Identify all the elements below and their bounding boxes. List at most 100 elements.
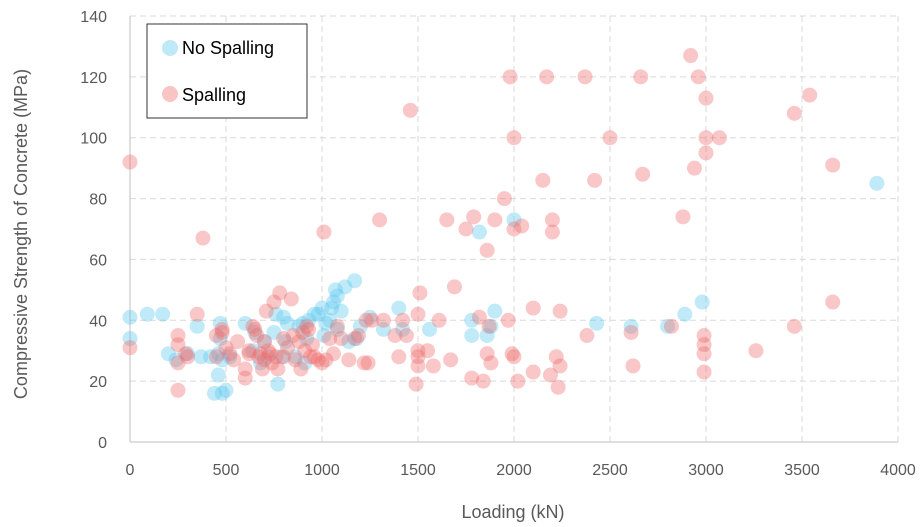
- point-no-spalling: [155, 306, 171, 322]
- point-no-spalling: [222, 349, 238, 365]
- point-spalling: [350, 328, 366, 343]
- point-no-spalling: [247, 324, 263, 340]
- point-spalling: [241, 343, 257, 359]
- point-no-spalling: [329, 288, 345, 304]
- point-no-spalling: [677, 306, 693, 322]
- point-spalling: [283, 291, 299, 307]
- point-no-spalling: [160, 346, 176, 362]
- point-spalling: [698, 130, 714, 146]
- point-no-spalling: [270, 376, 286, 392]
- point-spalling: [295, 324, 311, 340]
- point-spalling: [698, 90, 714, 106]
- x-tick-label: 1500: [400, 462, 436, 479]
- point-no-spalling: [193, 349, 209, 365]
- point-spalling: [264, 355, 280, 371]
- point-no-spalling: [391, 300, 407, 316]
- point-spalling: [548, 349, 564, 365]
- point-spalling: [510, 373, 526, 389]
- point-spalling: [487, 212, 503, 228]
- point-spalling: [333, 331, 349, 347]
- point-spalling: [276, 349, 292, 365]
- point-spalling: [318, 352, 334, 368]
- point-spalling: [302, 349, 318, 365]
- y-tick-label: 0: [98, 435, 107, 452]
- point-no-spalling: [218, 382, 234, 398]
- point-no-spalling: [168, 352, 184, 368]
- x-tick-label: 2000: [496, 462, 532, 479]
- point-spalling: [786, 318, 802, 334]
- point-no-spalling: [589, 315, 605, 331]
- point-spalling: [170, 382, 186, 398]
- point-spalling: [633, 69, 649, 85]
- point-spalling: [306, 349, 322, 365]
- point-no-spalling: [287, 349, 303, 365]
- point-spalling: [253, 346, 269, 362]
- point-no-spalling: [316, 328, 332, 343]
- point-spalling: [458, 221, 474, 237]
- point-spalling: [544, 212, 560, 228]
- point-spalling: [314, 355, 330, 371]
- point-no-spalling: [506, 212, 522, 228]
- x-axis-label: Loading (kN): [461, 502, 564, 522]
- point-spalling: [479, 346, 495, 362]
- point-spalling: [748, 343, 764, 359]
- point-spalling: [218, 340, 234, 356]
- y-axis-label: Compressive Strength of Concrete (MPa): [11, 69, 31, 399]
- point-no-spalling: [329, 321, 345, 337]
- point-spalling: [316, 224, 332, 240]
- point-spalling: [347, 331, 363, 347]
- point-spalling: [170, 337, 186, 353]
- point-spalling: [696, 337, 712, 353]
- point-spalling: [178, 346, 194, 362]
- point-no-spalling: [266, 324, 282, 340]
- point-spalling: [214, 321, 230, 337]
- y-tick-label: 20: [89, 374, 107, 391]
- point-no-spalling: [464, 312, 480, 328]
- point-spalling: [375, 312, 391, 328]
- point-spalling: [272, 285, 288, 301]
- point-spalling: [464, 370, 480, 386]
- point-no-spalling: [422, 321, 438, 337]
- point-spalling: [358, 312, 374, 328]
- point-no-spalling: [362, 309, 378, 325]
- point-spalling: [514, 218, 530, 234]
- point-spalling: [504, 346, 520, 362]
- point-spalling: [539, 69, 555, 85]
- point-no-spalling: [214, 385, 230, 401]
- point-spalling: [506, 130, 522, 146]
- point-spalling: [410, 349, 426, 365]
- point-spalling: [170, 355, 186, 371]
- point-spalling: [287, 352, 303, 368]
- point-no-spalling: [278, 334, 294, 350]
- x-tick-label: 4000: [880, 462, 916, 479]
- point-no-spalling: [206, 385, 222, 401]
- point-spalling: [341, 352, 357, 368]
- point-no-spalling: [310, 306, 326, 322]
- point-no-spalling: [212, 331, 228, 347]
- point-no-spalling: [301, 312, 317, 328]
- point-spalling: [410, 358, 426, 374]
- point-no-spalling: [324, 300, 340, 316]
- point-spalling: [420, 343, 436, 359]
- point-spalling: [256, 352, 272, 368]
- point-spalling: [550, 379, 566, 395]
- point-spalling: [122, 340, 138, 356]
- point-spalling: [301, 321, 317, 337]
- point-no-spalling: [327, 282, 343, 298]
- legend-marker-no-spalling: [162, 40, 178, 56]
- point-spalling: [364, 312, 380, 328]
- point-no-spalling: [299, 331, 315, 347]
- x-tick-label: 3000: [688, 462, 724, 479]
- point-spalling: [222, 346, 238, 362]
- point-spalling: [291, 334, 307, 350]
- point-no-spalling: [347, 273, 363, 289]
- point-spalling: [189, 306, 205, 322]
- point-spalling: [410, 343, 426, 359]
- point-spalling: [195, 230, 211, 246]
- point-no-spalling: [189, 318, 205, 334]
- point-no-spalling: [869, 175, 885, 191]
- point-no-spalling: [306, 306, 322, 322]
- point-no-spalling: [253, 355, 269, 371]
- point-spalling: [356, 355, 372, 371]
- point-spalling: [329, 318, 345, 334]
